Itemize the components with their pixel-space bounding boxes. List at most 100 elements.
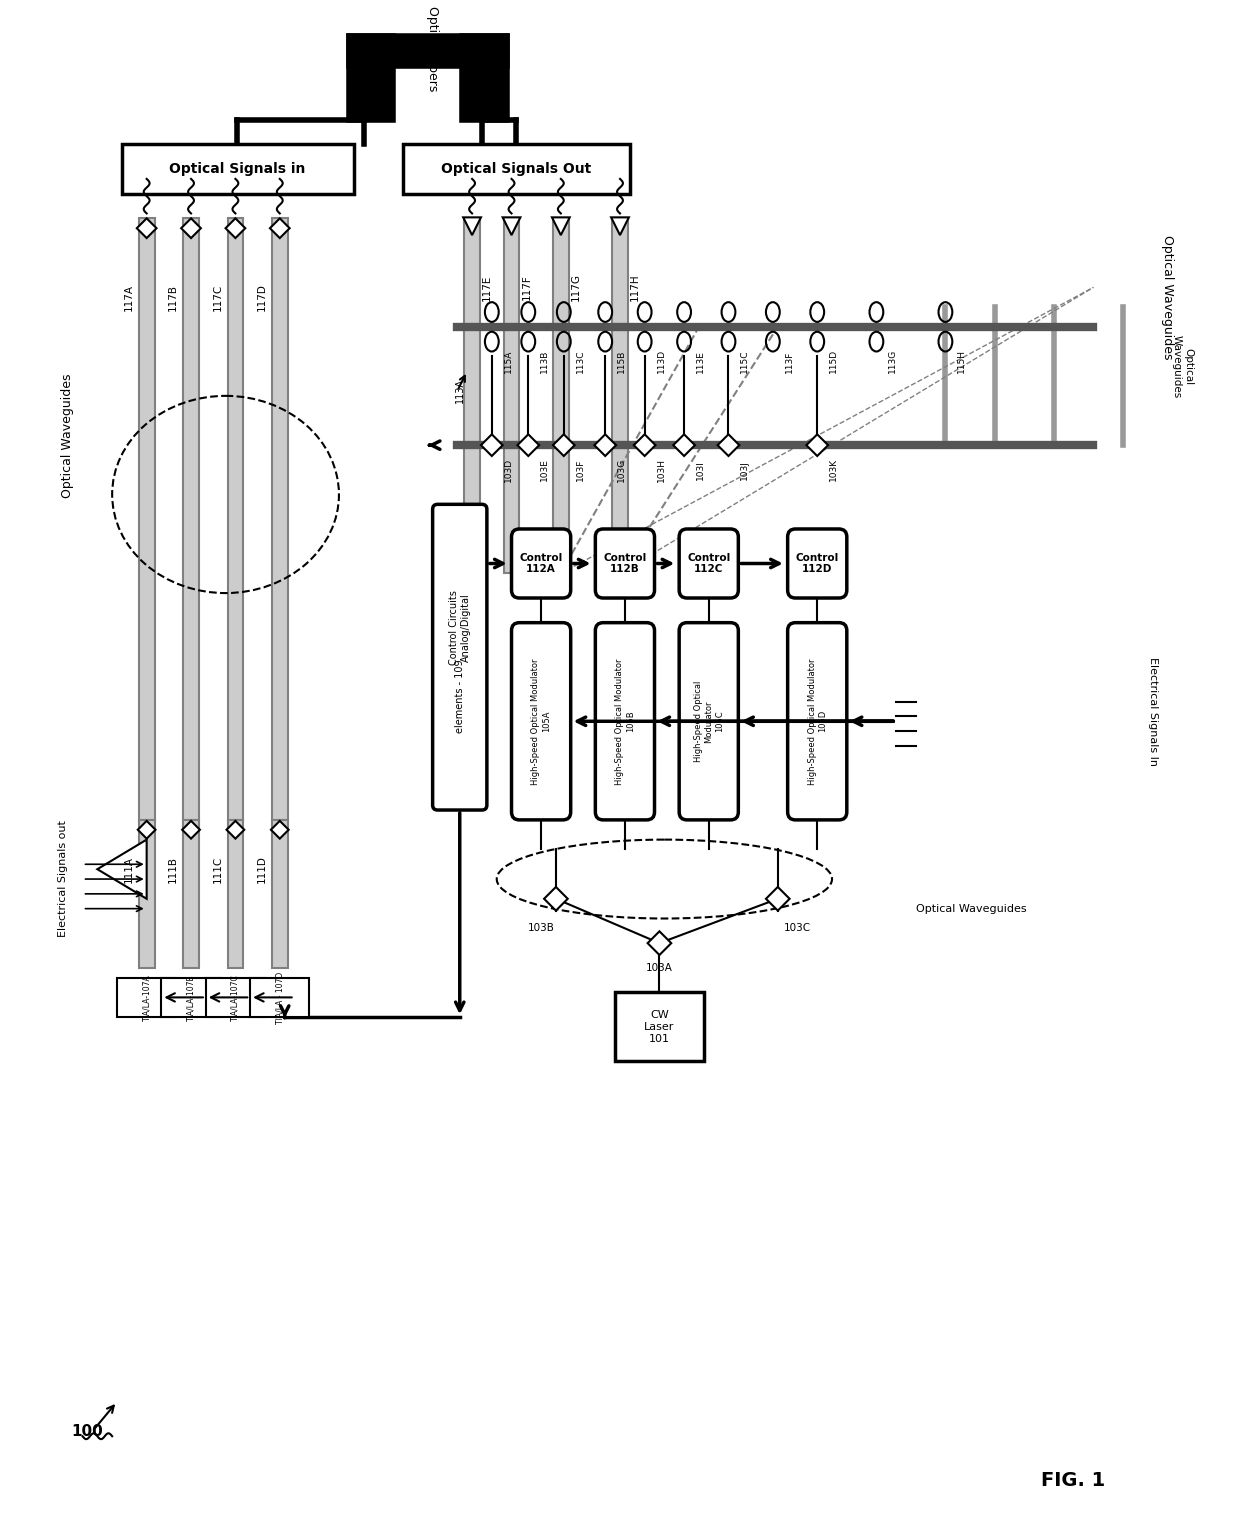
Bar [464, 218, 480, 573]
Bar [122, 145, 353, 193]
Polygon shape [481, 434, 502, 455]
Text: 115A: 115A [503, 350, 512, 373]
Text: 113F: 113F [785, 350, 794, 373]
Bar [613, 218, 627, 573]
Bar [348, 37, 507, 65]
Polygon shape [270, 218, 290, 238]
Polygon shape [464, 218, 481, 235]
Text: 103F: 103F [575, 458, 584, 481]
Polygon shape [181, 218, 201, 238]
Polygon shape [594, 434, 616, 455]
Text: 111C: 111C [212, 856, 223, 883]
Text: 113G: 113G [888, 349, 898, 373]
Text: TIA/LA - 107D: TIA/LA - 107D [275, 972, 284, 1023]
Text: 117F: 117F [521, 274, 531, 300]
Text: 103B: 103B [528, 923, 554, 934]
Polygon shape [98, 839, 146, 899]
Text: 117G: 117G [570, 274, 580, 302]
Text: 100: 100 [72, 1424, 103, 1439]
Bar [403, 145, 630, 193]
Text: 103I: 103I [696, 460, 704, 480]
Text: TIA/LA-107C: TIA/LA-107C [231, 975, 239, 1020]
Bar [227, 218, 243, 819]
Polygon shape [611, 218, 629, 235]
Text: 117E: 117E [482, 274, 492, 300]
FancyBboxPatch shape [680, 528, 738, 599]
Polygon shape [544, 886, 568, 911]
Text: 117B: 117B [169, 283, 179, 311]
Bar [250, 978, 309, 1017]
FancyBboxPatch shape [680, 623, 738, 819]
Polygon shape [227, 821, 244, 839]
Text: 103J: 103J [740, 460, 749, 480]
Text: 117A: 117A [124, 283, 134, 311]
Text: 117C: 117C [212, 283, 223, 311]
Text: 103C: 103C [784, 923, 811, 934]
Text: Control
112A: Control 112A [520, 553, 563, 574]
Bar [184, 819, 198, 967]
Polygon shape [136, 218, 156, 238]
Text: Optical Signals Out: Optical Signals Out [441, 161, 591, 177]
Text: 113B: 113B [541, 350, 549, 373]
Polygon shape [138, 821, 155, 839]
Text: FIG. 1: FIG. 1 [1042, 1471, 1106, 1489]
Text: 115B: 115B [618, 350, 626, 373]
FancyBboxPatch shape [512, 528, 570, 599]
Text: TIA/LA-107B: TIA/LA-107B [186, 975, 196, 1020]
Bar [206, 978, 265, 1017]
Text: Electrical Signals In: Electrical Signals In [1147, 656, 1157, 766]
FancyBboxPatch shape [595, 623, 655, 819]
Polygon shape [673, 434, 694, 455]
Polygon shape [647, 932, 671, 955]
Bar [117, 978, 176, 1017]
Text: Optical Waveguides: Optical Waveguides [1161, 235, 1174, 359]
Polygon shape [552, 218, 569, 235]
FancyBboxPatch shape [595, 528, 655, 599]
Text: elements - 109: elements - 109 [455, 659, 465, 734]
Bar [161, 978, 221, 1017]
Text: 103D: 103D [503, 458, 512, 481]
Text: 111D: 111D [257, 856, 267, 883]
Text: Control
112B: Control 112B [604, 553, 646, 574]
Text: High-Speed Optical Modulator
105B: High-Speed Optical Modulator 105B [615, 658, 635, 784]
Text: 113C: 113C [575, 350, 584, 373]
Polygon shape [553, 434, 574, 455]
Text: 103A: 103A [646, 963, 673, 973]
Text: TIA/LA-107A: TIA/LA-107A [143, 975, 151, 1020]
Text: 113D: 113D [656, 349, 666, 373]
Text: 115C: 115C [740, 350, 749, 373]
Text: High-Speed Optical
Modulator
105C: High-Speed Optical Modulator 105C [694, 681, 724, 762]
Polygon shape [226, 218, 246, 238]
Text: High-Speed Optical Modulator
105A: High-Speed Optical Modulator 105A [532, 658, 551, 784]
Text: 113E: 113E [696, 350, 704, 373]
Text: 103K: 103K [830, 458, 838, 481]
FancyBboxPatch shape [433, 504, 487, 810]
Bar [139, 218, 155, 819]
Text: 103G: 103G [618, 458, 626, 481]
Text: 111A: 111A [124, 856, 134, 883]
Text: 111B: 111B [169, 856, 179, 883]
Text: Control Circuits
Analog/Digital: Control Circuits Analog/Digital [449, 589, 470, 666]
Text: 115D: 115D [830, 349, 838, 373]
Bar [139, 819, 155, 967]
Polygon shape [502, 218, 521, 235]
Polygon shape [182, 821, 200, 839]
Polygon shape [718, 434, 739, 455]
FancyBboxPatch shape [512, 623, 570, 819]
Text: 115H: 115H [957, 349, 966, 373]
Text: 103E: 103E [541, 458, 549, 481]
Text: Optical Signals in: Optical Signals in [169, 161, 305, 177]
Bar [553, 218, 569, 573]
Polygon shape [634, 434, 656, 455]
FancyBboxPatch shape [787, 623, 847, 819]
Text: Optical
Waveguides: Optical Waveguides [1172, 335, 1193, 398]
Polygon shape [270, 821, 289, 839]
Bar [348, 37, 393, 120]
Polygon shape [806, 434, 828, 455]
Text: High-Speed Optical Modulator
105D: High-Speed Optical Modulator 105D [807, 658, 827, 784]
Text: Optical Fibers: Optical Fibers [427, 6, 439, 91]
Polygon shape [766, 886, 790, 911]
Text: 117D: 117D [257, 283, 267, 311]
Text: CW
Laser
101: CW Laser 101 [645, 1010, 675, 1043]
Text: Electrical Signals out: Electrical Signals out [58, 821, 68, 938]
